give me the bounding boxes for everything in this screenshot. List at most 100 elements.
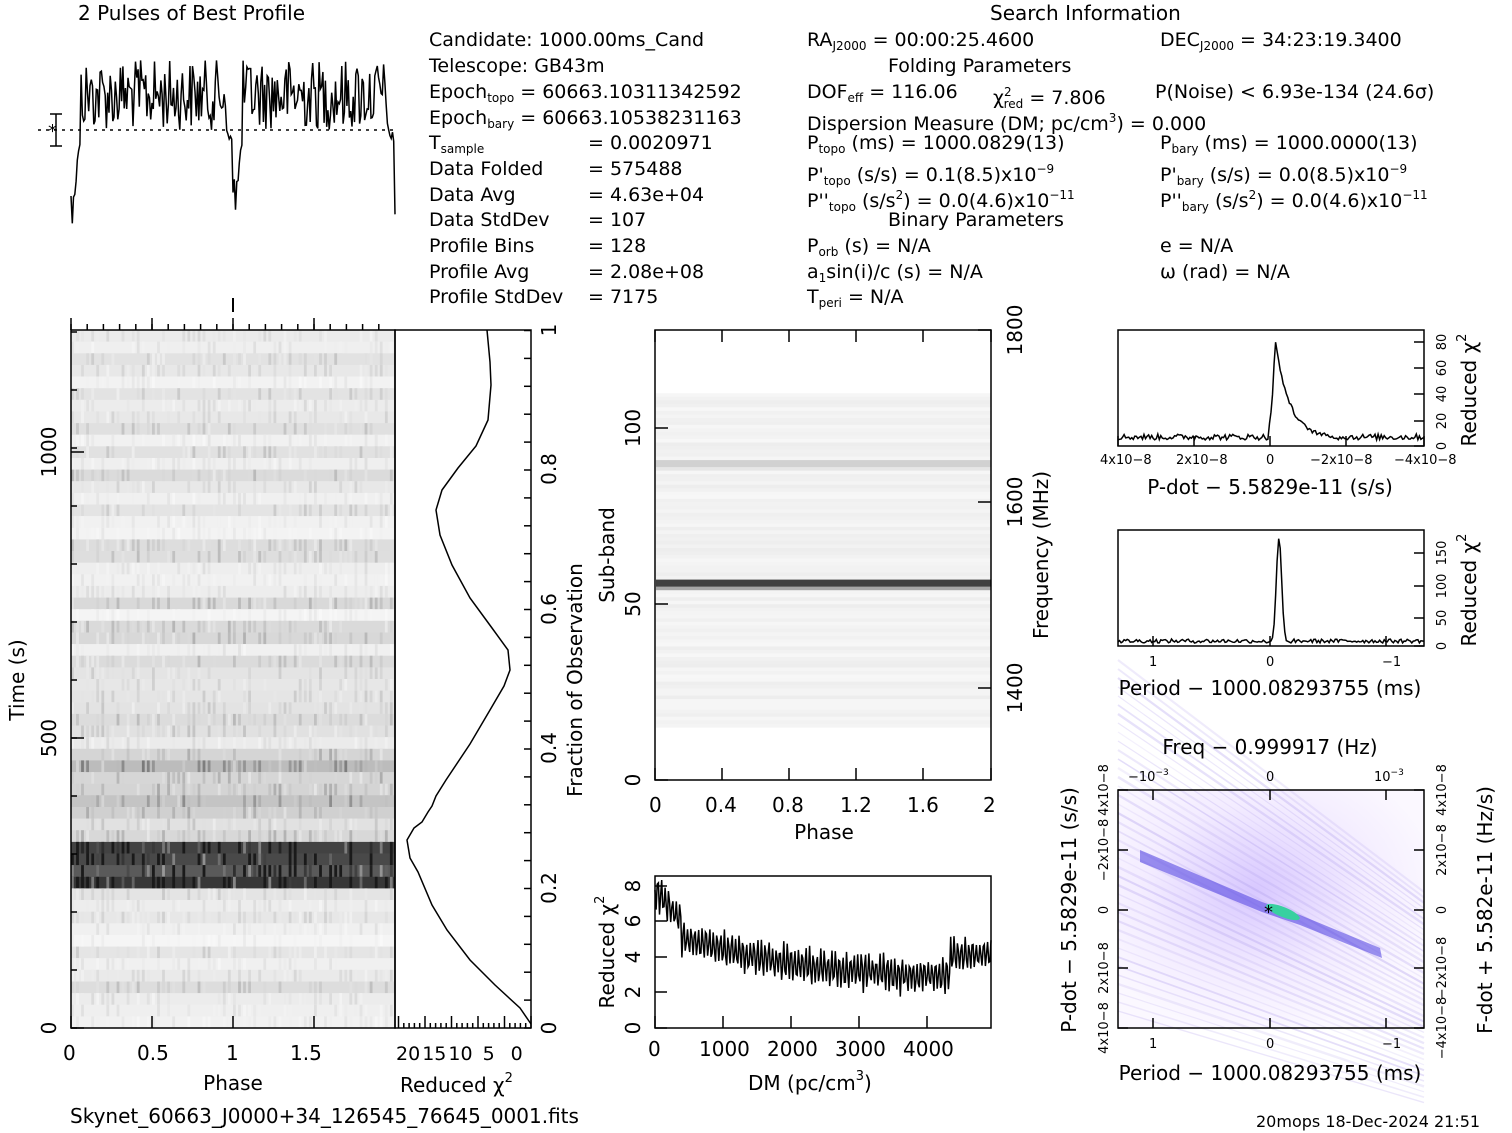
tp-cell	[207, 841, 211, 854]
tp-cell	[339, 562, 343, 575]
sb-row	[656, 713, 991, 718]
dof: DOFeff = 116.06	[807, 81, 958, 105]
tp-cell	[233, 341, 236, 354]
tp-cell	[121, 679, 125, 692]
dm-ytick-6: 6	[621, 915, 645, 928]
tp-cell	[81, 841, 84, 854]
tp-cell	[182, 923, 186, 936]
tp-cell	[197, 737, 201, 750]
tp-cell	[187, 423, 191, 436]
tp-cell	[283, 725, 287, 738]
tp-cell	[314, 946, 317, 959]
tp-cell	[344, 376, 348, 389]
tp-cell	[197, 713, 201, 726]
tp-cell	[364, 504, 368, 517]
tp-cell	[308, 411, 312, 424]
tp-cell	[197, 411, 201, 424]
tp-cell	[172, 469, 176, 482]
tp-cell	[202, 702, 206, 715]
tp-cell	[364, 423, 368, 436]
tp-cell	[324, 562, 327, 575]
tp-cell	[106, 981, 110, 994]
tp-cell	[96, 818, 100, 831]
tp-cell	[238, 644, 241, 657]
tp-cell	[121, 458, 125, 471]
tp-cell	[197, 958, 201, 971]
tp-cell	[126, 748, 130, 761]
tp-cell	[152, 504, 155, 517]
tp-cell	[146, 818, 150, 831]
tp-cell	[146, 632, 150, 645]
info-telescope: Telescope: GB43m	[429, 55, 605, 77]
tp-cell	[172, 620, 176, 633]
tp-row	[71, 690, 395, 703]
tp-cell	[192, 679, 196, 692]
tp-cell	[293, 690, 297, 703]
tp-cell	[192, 783, 196, 796]
tp-cell	[157, 853, 160, 866]
tp-cell	[298, 911, 302, 924]
tp-cell	[243, 807, 246, 820]
tp-cell	[167, 655, 170, 668]
tp-cell	[76, 562, 79, 575]
tp-cell	[248, 865, 251, 878]
tp-cell	[359, 364, 363, 377]
tp-cell	[212, 458, 216, 471]
tp-cell	[319, 574, 322, 587]
pp-streak	[1117, 947, 1425, 1066]
tp-cell	[248, 364, 251, 377]
tp-cell	[227, 434, 231, 447]
tp-cell	[248, 981, 251, 994]
tp-cell	[303, 399, 307, 412]
tp-cell	[364, 469, 368, 482]
tp-cell	[293, 865, 297, 878]
tp-cell	[379, 760, 383, 773]
tp-cell	[76, 853, 79, 866]
tp-cell	[157, 353, 160, 366]
tp-cell	[126, 841, 130, 854]
tp-cell	[298, 562, 302, 575]
tp-cell	[364, 644, 368, 657]
tp-cell	[319, 539, 322, 552]
tp-xtick-05: 0.5	[137, 1041, 169, 1065]
tp-cell	[172, 667, 176, 680]
tp-cell	[243, 341, 246, 354]
sb-row	[656, 512, 991, 517]
tp-cell	[339, 411, 343, 424]
tp-cell	[278, 655, 282, 668]
tp-cell	[359, 876, 363, 889]
sb-row	[656, 537, 991, 542]
tp-cell	[283, 969, 287, 982]
tp-cell	[248, 713, 251, 726]
info-data-stddev-value: = 107	[588, 209, 647, 231]
tp-cell	[202, 760, 206, 773]
tp-cell	[314, 632, 317, 645]
tp-cell	[131, 1016, 135, 1029]
tp-cell	[329, 783, 332, 796]
tp-cell	[197, 516, 201, 529]
tp-cell	[86, 760, 89, 773]
p-orb: Porb (s) = N/A	[807, 235, 931, 259]
tp-cell	[146, 620, 150, 633]
tp-cell	[354, 853, 358, 866]
tp-cell	[187, 330, 191, 343]
tp-cell	[126, 620, 130, 633]
tp-cell	[344, 795, 348, 808]
ct-ytick-04: 0.4	[537, 732, 561, 764]
tp-cell	[167, 492, 170, 505]
tp-cell	[369, 364, 373, 377]
tp-cell	[162, 364, 165, 377]
info-tsample-label: Tsample	[429, 132, 485, 156]
tp-cell	[187, 446, 191, 459]
tp-cell	[233, 330, 236, 343]
tp-cell	[187, 644, 191, 657]
sb-xtick-08: 0.8	[772, 793, 804, 817]
tp-cell	[253, 760, 257, 773]
tp-cell	[384, 737, 388, 750]
tp-cell	[293, 551, 297, 564]
tp-cell	[273, 527, 277, 540]
tp-cell	[101, 527, 105, 540]
tp-cell	[344, 783, 348, 796]
sb-row	[656, 470, 991, 475]
tp-cell	[329, 760, 332, 773]
